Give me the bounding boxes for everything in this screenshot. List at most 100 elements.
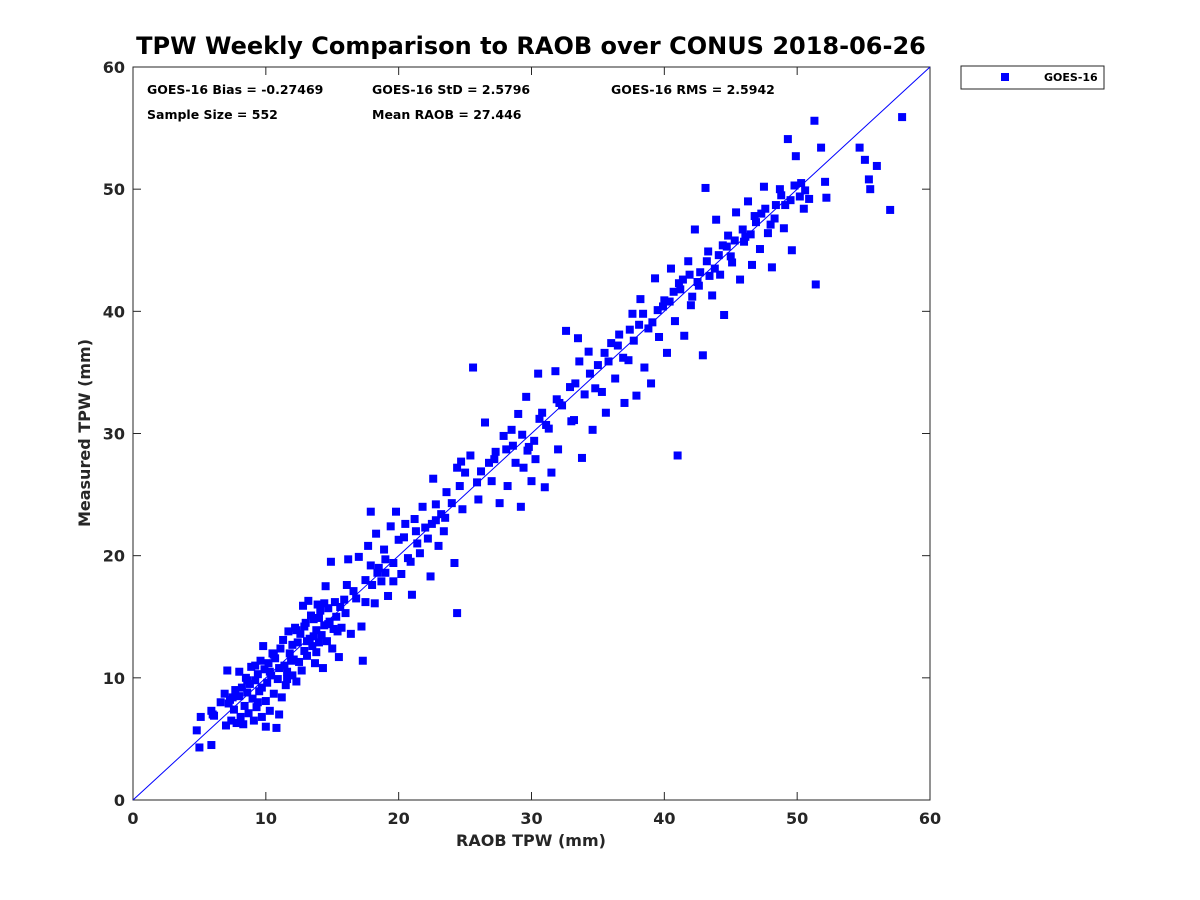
data-point	[366, 561, 375, 570]
data-point	[898, 113, 907, 122]
data-point	[235, 667, 244, 676]
data-point	[295, 657, 304, 666]
data-point	[728, 258, 737, 267]
data-point	[340, 595, 349, 604]
data-point	[662, 348, 671, 357]
data-point	[257, 712, 266, 721]
data-point	[538, 408, 547, 417]
data-point	[377, 577, 386, 586]
data-point	[381, 568, 390, 577]
data-point	[805, 194, 814, 203]
data-point	[466, 451, 475, 460]
data-point	[751, 218, 760, 227]
data-point	[535, 414, 544, 423]
data-point	[491, 447, 500, 456]
std-annotation: GOES-16 StD = 2.5796	[372, 82, 530, 97]
data-point	[439, 527, 448, 536]
data-point	[710, 264, 719, 273]
data-point	[237, 683, 246, 692]
data-point	[696, 268, 705, 277]
stats-annotations: GOES-16 Bias = -0.27469 GOES-16 StD = 2.…	[147, 82, 775, 122]
data-point	[272, 723, 281, 732]
data-point	[730, 236, 739, 245]
data-point	[744, 197, 753, 206]
data-point	[293, 638, 302, 647]
data-point	[604, 357, 613, 366]
data-point	[648, 318, 657, 327]
data-point	[321, 582, 330, 591]
data-point	[761, 204, 770, 213]
data-point	[580, 390, 589, 399]
data-point	[316, 606, 325, 615]
data-point	[380, 545, 389, 554]
data-point	[690, 225, 699, 234]
data-point	[434, 541, 443, 550]
data-point	[755, 245, 764, 254]
data-point	[318, 664, 327, 673]
data-point	[310, 659, 319, 668]
data-point	[514, 409, 523, 418]
data-point	[300, 622, 309, 631]
data-point	[283, 675, 292, 684]
data-point	[374, 563, 383, 572]
data-point	[366, 507, 375, 516]
data-point	[426, 572, 435, 581]
data-point	[275, 710, 284, 719]
data-point	[303, 651, 312, 660]
data-point	[757, 209, 766, 218]
data-point	[453, 609, 462, 618]
data-point	[666, 264, 675, 273]
data-points	[192, 113, 907, 752]
data-point	[223, 666, 232, 675]
data-point	[636, 295, 645, 304]
data-point	[256, 656, 265, 665]
data-point	[531, 455, 540, 464]
data-point	[372, 529, 381, 538]
data-point	[287, 656, 296, 665]
data-point	[872, 161, 881, 170]
data-point	[522, 392, 531, 401]
data-point	[273, 675, 282, 684]
data-point	[770, 214, 779, 223]
data-point	[518, 430, 527, 439]
x-tick-label: 60	[919, 809, 941, 828]
data-point	[450, 558, 459, 567]
data-point	[787, 246, 796, 255]
data-point	[469, 363, 478, 372]
data-point	[615, 330, 624, 339]
data-point	[708, 291, 717, 300]
data-point	[651, 274, 660, 283]
data-point	[410, 515, 419, 524]
chart-title: TPW Weekly Comparison to RAOB over CONUS…	[136, 32, 926, 60]
bias-annotation: GOES-16 Bias = -0.27469	[147, 82, 323, 97]
data-point	[235, 692, 244, 701]
data-point	[313, 600, 322, 609]
data-point	[300, 646, 309, 655]
data-point	[680, 331, 689, 340]
data-point	[225, 695, 234, 704]
data-point	[240, 701, 249, 710]
data-point	[714, 251, 723, 260]
data-point	[573, 334, 582, 343]
x-axis-label: RAOB TPW (mm)	[456, 831, 606, 850]
x-tick-label: 50	[786, 809, 808, 828]
data-point	[332, 612, 341, 621]
data-point	[333, 627, 342, 636]
data-point	[886, 205, 895, 214]
data-point	[701, 183, 710, 192]
data-point	[655, 332, 664, 341]
data-point	[741, 232, 750, 241]
data-point	[673, 451, 682, 460]
y-tick-label: 30	[103, 425, 125, 444]
data-point	[249, 716, 258, 725]
x-tick-label: 30	[520, 809, 542, 828]
data-point	[705, 271, 714, 280]
data-point	[600, 348, 609, 357]
data-point	[620, 398, 629, 407]
data-point	[243, 676, 252, 685]
data-point	[373, 568, 382, 577]
data-point	[477, 467, 486, 476]
data-point	[260, 665, 269, 674]
legend-marker-square-icon	[1001, 73, 1009, 81]
data-point	[588, 425, 597, 434]
